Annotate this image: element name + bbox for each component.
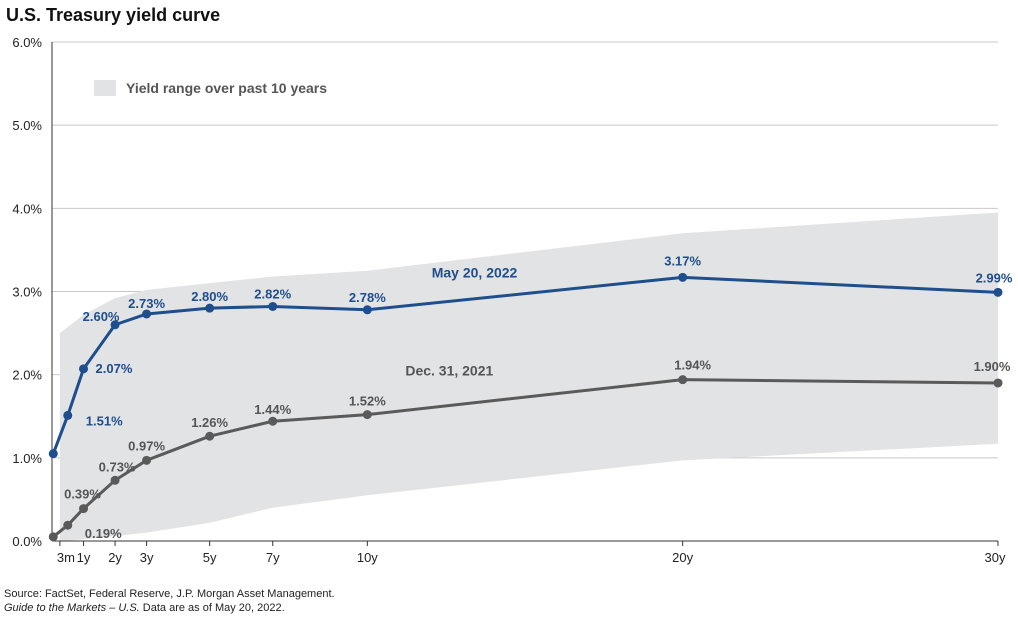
legend: Yield range over past 10 years bbox=[94, 80, 327, 96]
series-name-label: Dec. 31, 2021 bbox=[405, 363, 493, 379]
yield-range-band-layer bbox=[59, 212, 998, 541]
data-point bbox=[362, 305, 372, 315]
data-label: 2.73% bbox=[128, 296, 165, 311]
guide-note-rest: Data are as of May 20, 2022. bbox=[139, 602, 285, 614]
guide-note-italic: Guide to the Markets – U.S. bbox=[4, 602, 140, 614]
data-point bbox=[63, 520, 73, 530]
y-tick-label: 1.0% bbox=[12, 451, 42, 466]
x-tick-label: 3y bbox=[140, 550, 154, 565]
data-point bbox=[79, 504, 89, 514]
data-label: 0.19% bbox=[85, 526, 122, 541]
data-point bbox=[362, 410, 372, 420]
y-tick-label: 3.0% bbox=[12, 285, 42, 300]
data-label: 0.39% bbox=[64, 487, 101, 502]
guide-note: Guide to the Markets – U.S. Data are as … bbox=[4, 601, 335, 615]
y-tick-label: 4.0% bbox=[12, 201, 42, 216]
y-tick-label: 5.0% bbox=[12, 118, 42, 133]
data-point bbox=[142, 309, 152, 319]
data-label: 0.73% bbox=[99, 459, 136, 474]
series-line bbox=[51, 275, 999, 455]
axes: 0.0% 1.0% 2.0% 3.0% 4.0% 5.0% 6.0% 3m 1y 2y 3y 5y 7y… bbox=[12, 35, 1006, 565]
data-point bbox=[268, 301, 278, 311]
x-tick-label: 2y bbox=[108, 550, 122, 565]
data-label: 1.52% bbox=[349, 394, 386, 409]
data-label: 2.07% bbox=[96, 361, 133, 376]
data-point bbox=[48, 449, 58, 459]
data-label: 2.82% bbox=[254, 286, 291, 301]
x-tick-label: 3m bbox=[57, 550, 75, 565]
yield-range-band bbox=[59, 212, 998, 541]
data-point bbox=[678, 375, 688, 385]
data-point bbox=[63, 410, 73, 420]
x-tick-label: 5y bbox=[203, 550, 217, 565]
data-point bbox=[79, 364, 89, 374]
data-label: 2.60% bbox=[83, 309, 120, 324]
data-point bbox=[205, 303, 215, 313]
data-point bbox=[142, 455, 152, 465]
y-tick-label: 6.0% bbox=[12, 35, 42, 50]
data-label: 1.44% bbox=[254, 402, 291, 417]
x-tick-label: 7y bbox=[266, 550, 280, 565]
data-label: 3.17% bbox=[664, 253, 701, 268]
series-name-label: May 20, 2022 bbox=[432, 265, 518, 281]
series-layer: 1.51% 2.07% 2.60% 2.73% 2.80% 2.82% 2.78% 3.17%… bbox=[48, 253, 1013, 542]
data-point bbox=[110, 475, 120, 485]
data-label: 2.99% bbox=[976, 270, 1013, 285]
data-point bbox=[268, 416, 278, 426]
x-tick-label: 1y bbox=[77, 550, 91, 565]
y-tick-label: 0.0% bbox=[12, 534, 42, 549]
legend-label-range: Yield range over past 10 years bbox=[126, 80, 327, 96]
x-tick-label: 20y bbox=[672, 550, 693, 565]
data-label: 1.51% bbox=[86, 413, 123, 428]
data-label: 1.90% bbox=[974, 359, 1011, 374]
data-point bbox=[48, 532, 58, 542]
data-label: 2.80% bbox=[191, 289, 228, 304]
series-may-2022: 1.51% 2.07% 2.60% 2.73% 2.80% 2.82% 2.78% 3.17%… bbox=[48, 253, 1013, 459]
series-dec-2021: 0.19% 0.39% 0.73% 0.97% 1.26% 1.44% 1.52% 1.94%… bbox=[48, 358, 1011, 542]
data-point bbox=[110, 320, 120, 330]
data-point bbox=[678, 272, 688, 282]
series-line bbox=[52, 378, 999, 539]
x-tick-label: 10y bbox=[357, 550, 378, 565]
data-label: 1.26% bbox=[191, 415, 228, 430]
legend-swatch-range bbox=[94, 80, 116, 96]
x-tick-label: 30y bbox=[985, 550, 1006, 565]
data-point bbox=[205, 431, 215, 441]
data-point bbox=[993, 287, 1003, 297]
data-label: 2.78% bbox=[349, 290, 386, 305]
data-point bbox=[993, 378, 1003, 388]
footer: Source: FactSet, Federal Reserve, J.P. M… bbox=[4, 587, 335, 615]
data-label: 0.97% bbox=[128, 438, 165, 453]
y-tick-label: 2.0% bbox=[12, 368, 42, 383]
data-label: 1.94% bbox=[674, 358, 711, 373]
source-note: Source: FactSet, Federal Reserve, J.P. M… bbox=[4, 588, 335, 600]
chart-title: U.S. Treasury yield curve bbox=[6, 5, 221, 25]
